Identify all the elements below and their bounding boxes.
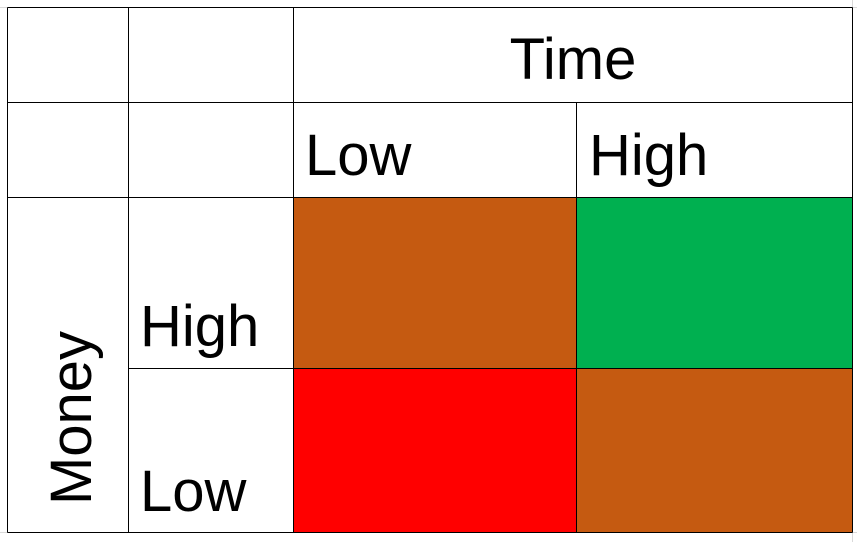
row-title: Money [39,331,104,505]
color-cells [293,197,852,532]
row-label: High [140,294,259,359]
column-title: Time [510,27,637,92]
column-label: Low [305,123,413,188]
column-label: High [589,123,708,188]
table-borders [7,7,853,533]
row-label: Low [140,459,248,524]
color-cell [293,197,576,368]
color-cell [576,197,852,368]
color-cell [576,368,852,532]
color-cell [293,368,576,532]
